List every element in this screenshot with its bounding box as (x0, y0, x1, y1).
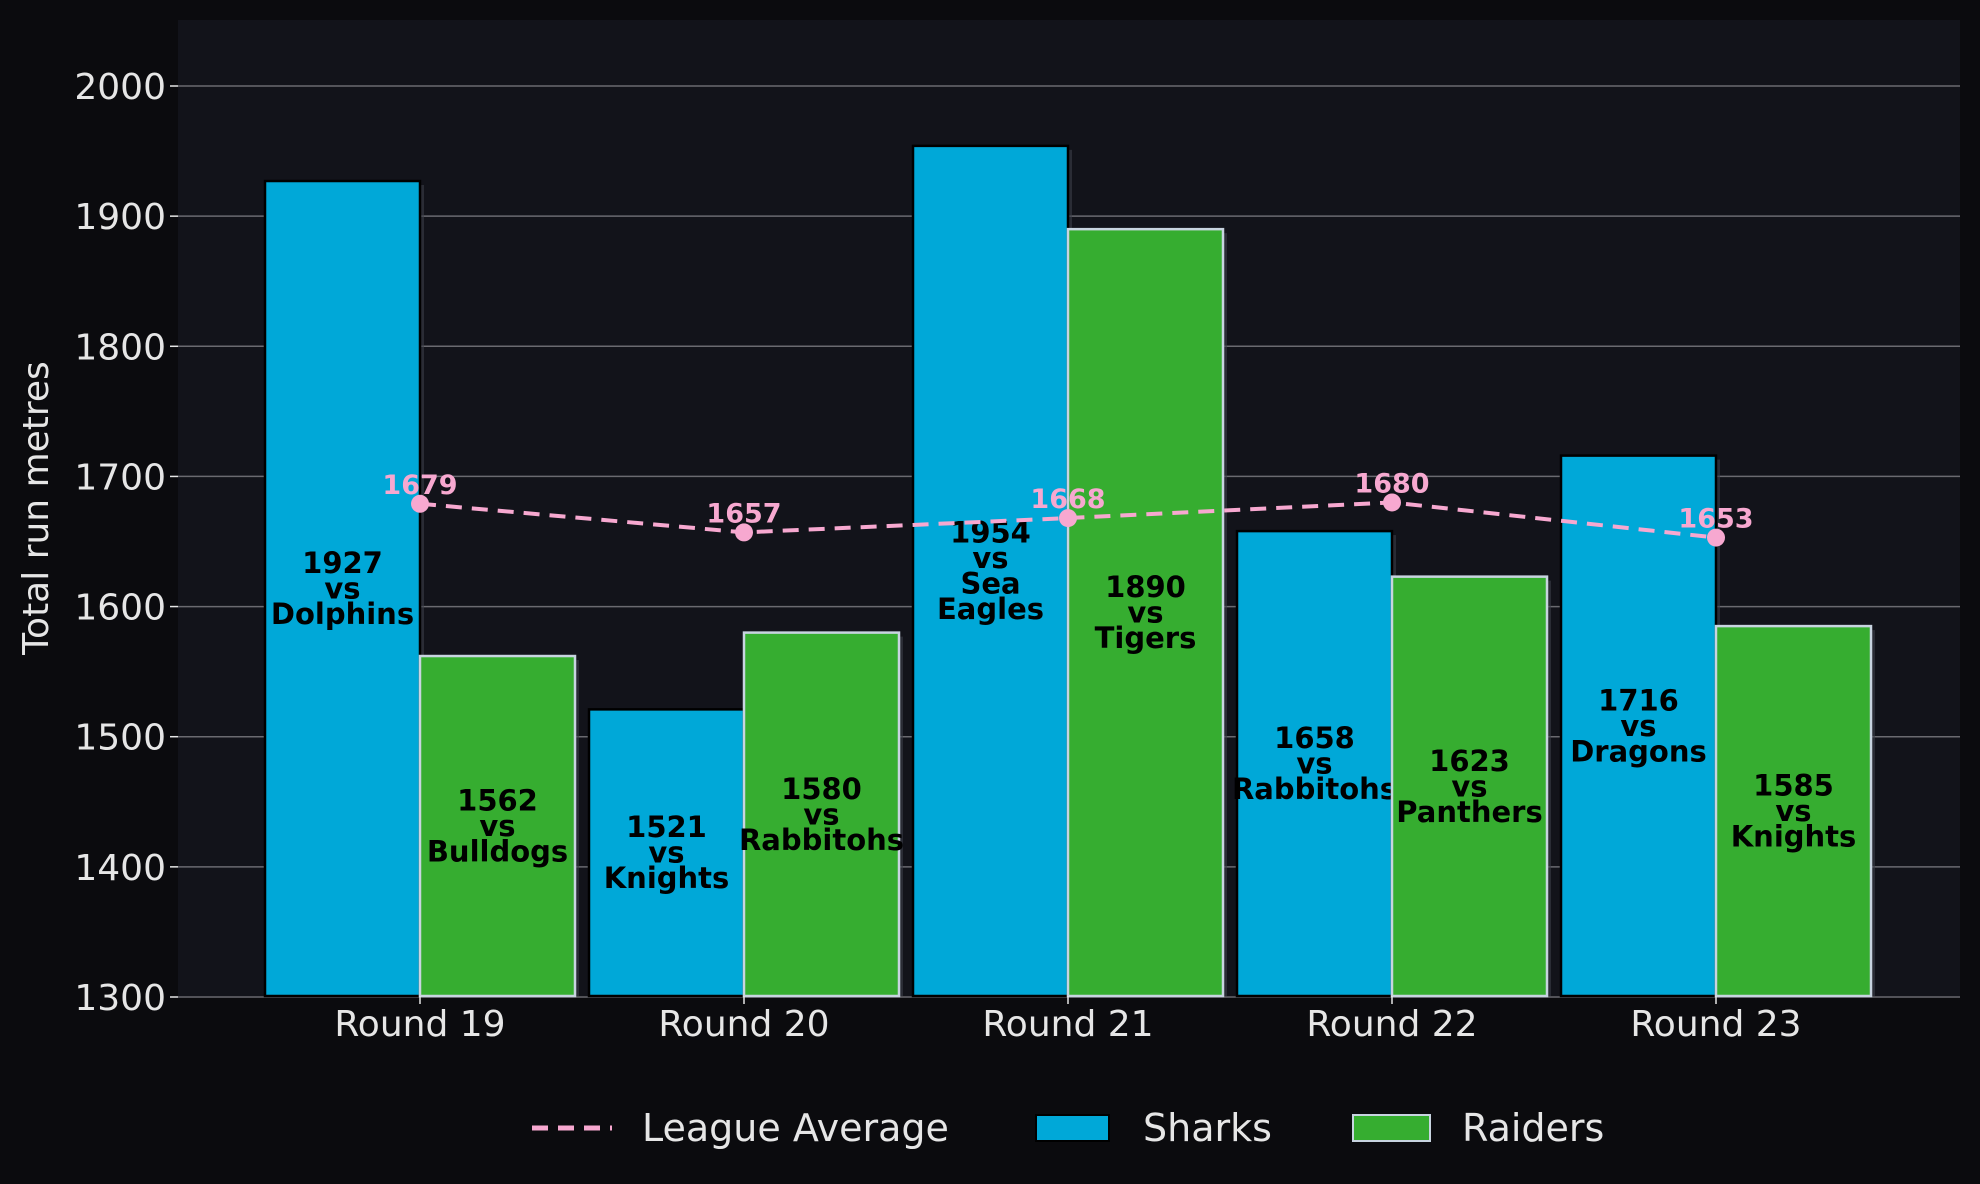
y-tick-label: 1400 (74, 848, 166, 889)
sharks-bar-label: 1954 vs Sea Eagles (937, 516, 1044, 627)
sharks-bar-label-line: Knights (604, 861, 730, 895)
league-average-point (411, 494, 429, 513)
raiders-bar (1714, 624, 1873, 998)
raiders-bar-label-line: Panthers (1396, 795, 1542, 829)
sharks-bar-label: 1658 vs Rabbitohs (1232, 721, 1397, 806)
x-tick-label: Round 19 (334, 1004, 505, 1045)
raiders-bar-label-line: vs (803, 797, 839, 831)
raiders-bar (1066, 227, 1225, 998)
y-tick-label: 2000 (74, 67, 166, 108)
x-tick-label: Round 20 (658, 1004, 829, 1045)
sharks-bar-label-line: Rabbitohs (1232, 772, 1397, 806)
raiders-bar-label: 1623 vs Panthers (1396, 744, 1542, 829)
sharks-bar-label: 1521 vs Knights (604, 810, 730, 895)
raiders-bar-label: 1580 vs Rabbitohs (739, 772, 904, 857)
league-average-value-label: 1679 (382, 470, 457, 501)
raiders-bar-label-line: vs (1127, 596, 1163, 630)
raiders-bar-label-line: Tigers (1095, 621, 1197, 655)
raiders-bar-label-line: 1585 (1753, 769, 1834, 803)
legend: League Average Sharks Raiders (532, 1106, 1604, 1150)
y-tick-label: 1800 (74, 327, 166, 368)
x-tick-label: Round 21 (982, 1004, 1153, 1045)
league-average-point (1383, 493, 1401, 512)
sharks-bar (1235, 529, 1394, 998)
sharks-bar-label-line: 1716 (1598, 683, 1679, 717)
sharks-bar (911, 144, 1070, 998)
raiders-bar-label-line: Rabbitohs (739, 823, 904, 857)
raiders-bar (1390, 575, 1549, 998)
y-tick-label: 1500 (74, 718, 166, 759)
x-axis-ticks: Round 19 Round 20 Round 21 Round 22 Round 23 (334, 996, 1802, 1045)
legend-label-sharks: Sharks (1143, 1106, 1272, 1150)
raiders-bar-label-line: vs (1775, 794, 1811, 828)
league-average-value-label: 1657 (706, 498, 781, 529)
sharks-bar-label: 1716 vs Dragons (1570, 683, 1707, 768)
sharks-bar-label: 1927 vs Dolphins (271, 546, 414, 631)
sharks-bar (263, 179, 422, 998)
league-average-value-label: 1680 (1354, 468, 1429, 499)
league-average-point (1707, 528, 1725, 547)
sharks-bar-label-line: vs (324, 572, 360, 606)
y-tick-label: 1700 (74, 457, 166, 498)
legend-swatch-raiders (1352, 1114, 1431, 1142)
sharks-bar-label-line: Dragons (1570, 734, 1707, 768)
legend-label-raiders: Raiders (1462, 1106, 1604, 1150)
x-tick-label: Round 23 (1630, 1004, 1801, 1045)
raiders-bar (418, 654, 577, 998)
y-axis-title: Total run metres (16, 361, 57, 656)
y-axis-ticks: 1300 1400 1500 1600 1700 1800 1900 2000 (74, 67, 178, 1019)
sharks-bar-label-line: vs (648, 836, 684, 870)
raiders-bar-label-line: 1623 (1429, 744, 1510, 778)
raiders-bar-label: 1585 vs Knights (1731, 769, 1857, 854)
raiders-bar-label-line: vs (479, 809, 515, 843)
sharks-bar-label-line: Eagles (937, 592, 1044, 626)
sharks-bar-label-line: vs (1620, 709, 1656, 743)
sharks-bar-label-line: vs (972, 541, 1008, 575)
raiders-bar-label: 1562 vs Bulldogs (427, 784, 568, 869)
raiders-bar-label-line: 1580 (781, 772, 862, 806)
sharks-bar (1559, 454, 1718, 998)
sharks-bar-label-line: Dolphins (271, 597, 414, 631)
sharks-bar-label-line: 1658 (1274, 721, 1355, 755)
league-average-point (1059, 509, 1077, 528)
sharks-bar-label-line: Sea (960, 567, 1020, 601)
raiders-bar-label-line: vs (1451, 769, 1487, 803)
y-tick-label: 1900 (74, 197, 166, 238)
sharks-bar (587, 708, 746, 998)
sharks-bar-label-line: 1521 (626, 810, 707, 844)
league-average-value-label: 1668 (1030, 484, 1105, 515)
league-average-path (419, 500, 1717, 540)
y-tick-label: 1300 (74, 978, 166, 1019)
raiders-bar-label-line: 1890 (1105, 570, 1186, 604)
raiders-bar-label-line: Knights (1731, 820, 1857, 854)
sharks-bar-label-line: vs (1296, 747, 1332, 781)
league-average-line: 1679 1657 1668 1680 1653 (382, 468, 1754, 547)
league-average-point (735, 523, 753, 542)
legend-label-league-average: League Average (642, 1106, 949, 1150)
raiders-bar-label-line: 1562 (457, 784, 538, 818)
sharks-bar-label-line: 1927 (302, 546, 383, 580)
x-tick-label: Round 22 (1306, 1004, 1477, 1045)
raiders-bar-label: 1890 vs Tigers (1095, 570, 1197, 655)
raiders-bar-label-line: Bulldogs (427, 835, 568, 869)
raiders-bar (742, 631, 901, 998)
legend-swatch-sharks (1035, 1114, 1110, 1142)
league-average-value-label: 1653 (1678, 504, 1753, 535)
y-tick-label: 1600 (74, 588, 166, 629)
